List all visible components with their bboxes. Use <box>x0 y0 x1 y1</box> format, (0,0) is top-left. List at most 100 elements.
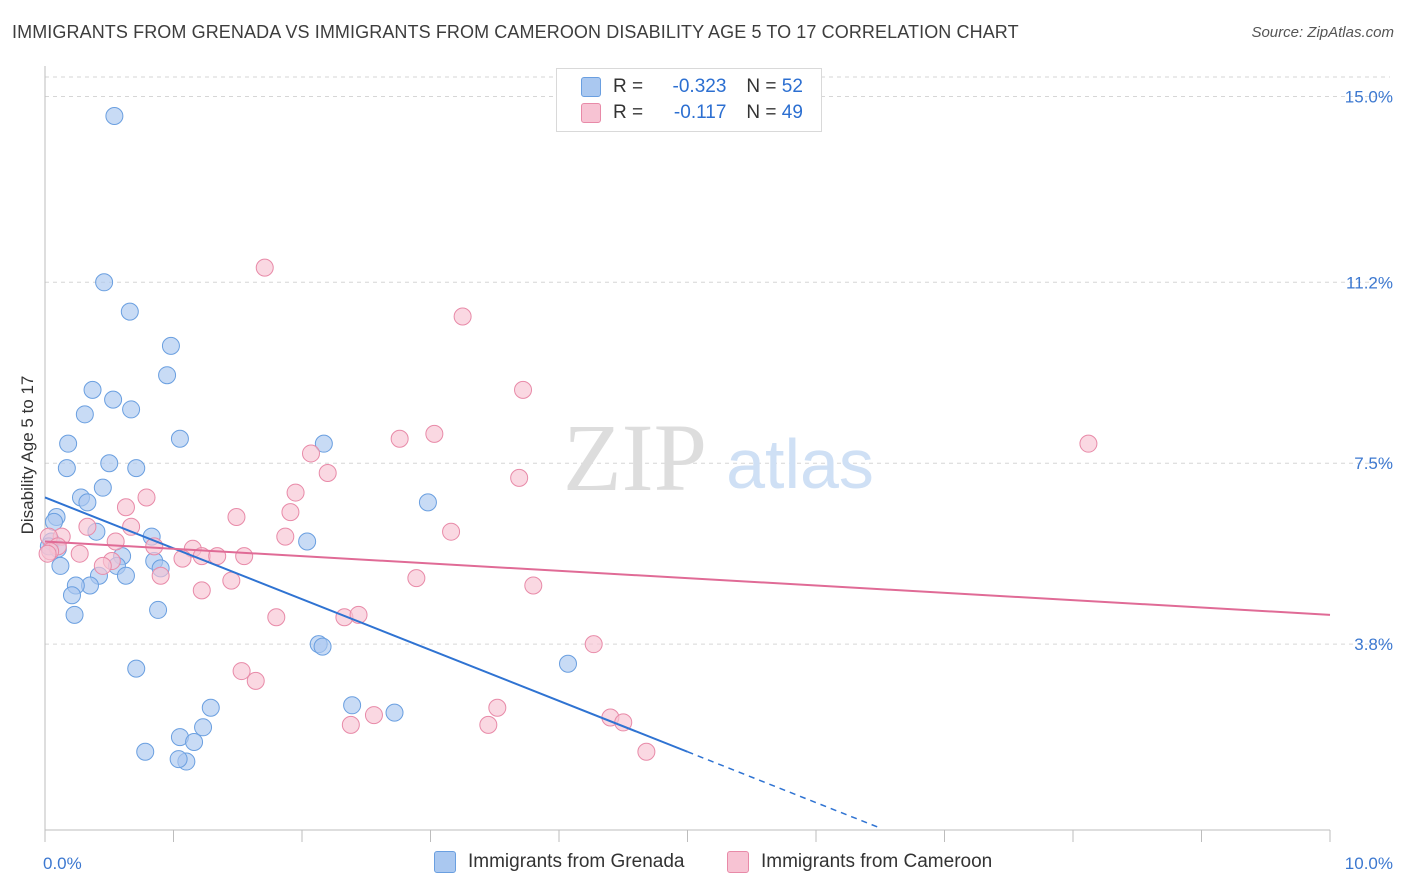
x-tick-labels: 0.0% 10.0% <box>43 854 1393 873</box>
legend-n-label: N = <box>746 102 777 123</box>
x-tick-label: 10.0% <box>1345 854 1393 873</box>
grenada-point <box>65 605 84 624</box>
watermark-zip: ZIP <box>563 404 707 511</box>
legend-r-label: R = <box>613 76 644 97</box>
cameroon-point <box>584 635 603 654</box>
grenada-point <box>169 750 188 769</box>
cameroon-point <box>514 380 533 399</box>
cameroon-point <box>488 698 507 717</box>
legend-swatch-cameroon <box>581 103 601 123</box>
cameroon-point <box>390 429 409 448</box>
cameroon-point <box>93 556 112 575</box>
cameroon-point <box>524 576 543 595</box>
source-label: Source: ZipAtlas.com <box>1251 24 1394 41</box>
grenada-point <box>385 703 404 722</box>
grenada-point <box>149 600 168 619</box>
cameroon-point <box>70 544 89 563</box>
grenada-point <box>170 429 189 448</box>
cameroon-point <box>106 532 125 551</box>
cameroon-point <box>246 671 265 690</box>
bottom-legend-swatch-grenada <box>434 851 456 873</box>
chart-title: IMMIGRANTS FROM GRENADA VS IMMIGRANTS FR… <box>12 22 1019 42</box>
grenada-point <box>127 659 146 678</box>
cameroon-point <box>425 424 444 443</box>
cameroon-point <box>407 569 426 588</box>
cameroon-point <box>116 498 135 517</box>
grenada-point <box>194 718 213 737</box>
cameroon-point <box>38 544 57 563</box>
cameroon-point <box>453 307 472 326</box>
bottom-legend-cameroon: Immigrants from Cameroon <box>727 851 992 873</box>
grenada-point <box>314 434 333 453</box>
grenada-point <box>298 532 317 551</box>
cameroon-point <box>364 706 383 725</box>
legend-n-value: 52 <box>781 76 803 97</box>
y-tick-labels: 3.8% 7.5% 11.2% 15.0% <box>1345 87 1393 654</box>
cameroon-point <box>137 488 156 507</box>
cameroon-point <box>222 571 241 590</box>
cameroon-point <box>1079 434 1098 453</box>
grenada-point <box>161 336 180 355</box>
legend-n-label: N = <box>746 76 777 97</box>
grenada-point <box>83 380 102 399</box>
grenada-point <box>57 459 76 478</box>
grenada-point <box>116 566 135 585</box>
cameroon-point <box>479 715 498 734</box>
cameroon-point <box>510 468 529 487</box>
grenada-point <box>120 302 139 321</box>
grenada-point <box>185 732 204 751</box>
x-tick-label: 0.0% <box>43 854 82 873</box>
grenada-point <box>95 273 114 292</box>
watermark-atlas: atlas <box>726 425 874 503</box>
legend-row-cameroon: R = -0.117 N = 49 <box>581 101 803 125</box>
cameroon-point <box>151 566 170 585</box>
y-tick-label: 11.2% <box>1346 273 1393 292</box>
cameroon-point <box>301 444 320 463</box>
cameroon-point <box>637 742 656 761</box>
grenada-point <box>201 698 220 717</box>
cameroon-point <box>276 527 295 546</box>
y-tick-label: 7.5% <box>1354 454 1393 473</box>
bottom-legend-label-cameroon: Immigrants from Cameroon <box>761 851 993 872</box>
bottom-legend-grenada: Immigrants from Grenada <box>434 851 684 873</box>
bottom-legend-label-grenada: Immigrants from Grenada <box>468 851 685 872</box>
cameroon-point <box>318 464 337 483</box>
cameroon-point <box>192 581 211 600</box>
trend-lines <box>44 496 1331 829</box>
grenada-point <box>59 434 78 453</box>
legend-r-value: -0.117 <box>673 102 727 123</box>
watermark: ZIP atlas <box>563 404 874 511</box>
cameroon-point <box>341 715 360 734</box>
grenada-point <box>105 107 124 126</box>
grenada-point <box>100 454 119 473</box>
grenada-point <box>158 366 177 385</box>
legend-swatch-grenada <box>581 77 601 97</box>
cameroon-point <box>235 547 254 566</box>
cameroon-point <box>286 483 305 502</box>
series-grenada-points <box>39 107 577 771</box>
grenada-trend-line <box>44 496 688 753</box>
grenada-point <box>313 637 332 656</box>
grenada-trend-extension <box>687 751 881 829</box>
grenada-point <box>343 696 362 715</box>
grenada-point <box>93 478 112 497</box>
legend-r-value: -0.323 <box>672 76 727 97</box>
grenada-point <box>136 742 155 761</box>
grenada-point <box>127 459 146 478</box>
axes <box>44 66 1331 842</box>
grenada-point <box>104 390 123 409</box>
y-tick-label: 3.8% <box>1354 635 1393 654</box>
legend-n-value: 49 <box>781 102 803 123</box>
y-tick-label: 15.0% <box>1345 87 1393 106</box>
bottom-legend-swatch-cameroon <box>727 851 749 873</box>
grenada-point <box>558 654 577 673</box>
grenada-point <box>62 586 81 605</box>
cameroon-point <box>78 517 97 536</box>
grenada-point <box>75 405 94 424</box>
cameroon-point <box>281 503 300 522</box>
cameroon-point <box>122 517 141 536</box>
cameroon-point <box>267 608 286 627</box>
cameroon-point <box>232 662 251 681</box>
correlation-legend: R = -0.323 N = 52 R = -0.117 N = 49 <box>556 68 822 132</box>
